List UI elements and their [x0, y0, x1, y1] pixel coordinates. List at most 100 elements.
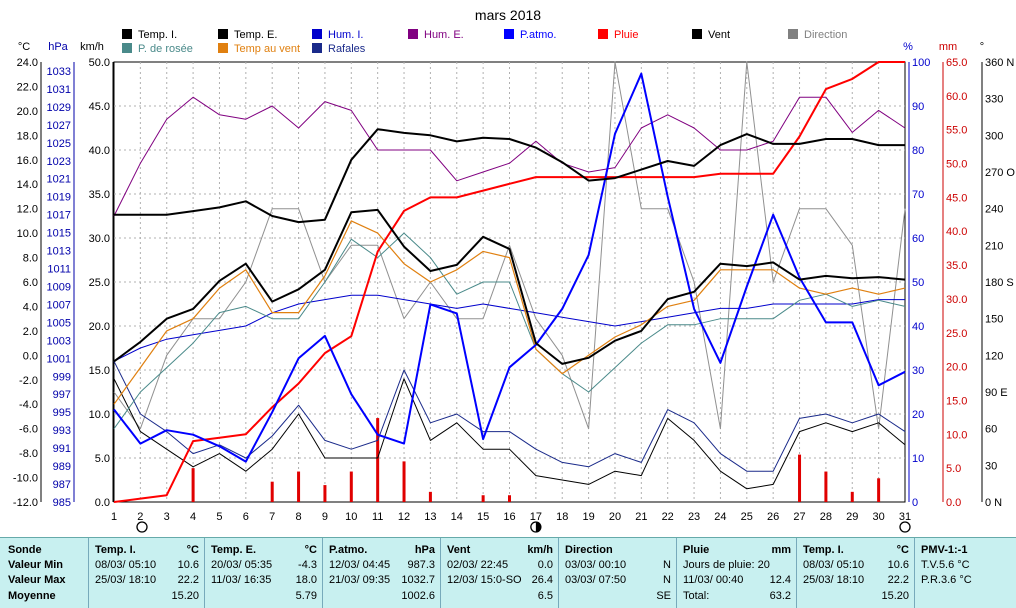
x-tick-label: 5 [216, 511, 222, 523]
stats-temp-i-2: Temp. I. °C 08/03/ 05:10 10.6 25/03/ 18:10… [796, 538, 915, 608]
legend-swatch [218, 29, 228, 39]
y-tick-label-temp: -2.0 [19, 375, 38, 387]
rain-bar [270, 481, 274, 502]
y-tick-label-temp: 12.0 [17, 204, 38, 216]
y-tick-label-temp: 6.0 [23, 277, 38, 289]
y-tick-label-wind: 0.0 [95, 497, 110, 509]
stats-label-sonde: Sonde [8, 544, 42, 556]
stat-max-date: 25/03/ 18:10 [803, 574, 865, 586]
legend-swatch [312, 29, 322, 39]
stat-min-date: 08/03/ 05:10 [95, 559, 157, 571]
stat-min-val: 10.6 [887, 559, 909, 571]
series-temp-au-vent [113, 220, 906, 405]
y-tick-label-direction: 150 [985, 314, 1003, 326]
x-tick-label: 10 [345, 511, 357, 523]
stat-avg: 5.79 [295, 590, 317, 602]
axis-unit-direction: ° [980, 41, 984, 53]
legend-label: Direction [804, 29, 847, 41]
y-tick-label-temp: -10.0 [13, 473, 38, 485]
legend-label: P. de rosée [138, 43, 193, 55]
y-tick-label-pressure: 1017 [47, 210, 71, 222]
x-tick-label: 14 [451, 511, 463, 523]
y-tick-label-pressure: 1025 [47, 138, 71, 150]
stats-temp-e: Temp. E. °C 20/03/ 05:35 -4.3 11/03/ 16:35… [204, 538, 323, 608]
series-temp-exterieure [113, 208, 906, 365]
series-humidite-interieure [113, 294, 905, 362]
series-pluie-cumulee [113, 61, 905, 503]
y-tick-label-pressure: 1001 [47, 353, 71, 365]
y-tick-label-rain: 15.0 [946, 395, 967, 407]
y-tick-label-temp: -4.0 [19, 399, 38, 411]
legend-swatch [122, 29, 132, 39]
y-tick-label-direction: 270 O [985, 167, 1015, 179]
legend-swatch [788, 29, 798, 39]
y-tick-label-direction: 60 [985, 424, 997, 436]
legend-label: Temp au vent [234, 43, 300, 55]
y-tick-label-humidity: 70 [912, 189, 924, 201]
moon-full-icon [899, 521, 911, 533]
x-tick-label: 19 [582, 511, 594, 523]
y-tick-label-temp: 16.0 [17, 155, 38, 167]
series [113, 61, 906, 503]
stats-panel: Sonde Valeur Min Valeur Max Moyenne Temp… [0, 537, 1016, 608]
stats-label-max: Valeur Max [8, 574, 66, 586]
rain-bar [850, 491, 854, 502]
stat-avg: SE [656, 590, 671, 602]
y-tick-label-humidity: 40 [912, 321, 924, 333]
y-tick-label-rain: 45.0 [946, 192, 967, 204]
series-humidite-exterieure [113, 96, 906, 217]
stat-max-date: 03/03/ 07:50 [565, 574, 627, 586]
legend-swatch [408, 29, 418, 39]
y-tick-label-humidity: 60 [912, 233, 924, 245]
x-tick-label: 25 [741, 511, 753, 523]
stat-max-val: 1032.7 [401, 574, 435, 586]
y-tick-label-temp: 22.0 [17, 81, 38, 93]
x-tick-label: 13 [424, 511, 436, 523]
y-tick-label-pressure: 1007 [47, 299, 71, 311]
y-tick-label-temp: -8.0 [19, 448, 38, 460]
y-tick-label-wind: 50.0 [89, 57, 110, 69]
stat-total-val: 63.2 [769, 590, 791, 602]
x-tick-label: 8 [296, 511, 302, 523]
x-tick-label: 26 [767, 511, 779, 523]
rain-bar [402, 461, 406, 502]
stat-min-val: 10.6 [177, 559, 199, 571]
legend: Temp. I. P. de rosée Temp. E. Temp au vent H… [122, 29, 847, 55]
rain-bar [349, 471, 353, 502]
legend-swatch [122, 43, 132, 53]
legend-swatch [692, 29, 702, 39]
y-tick-label-wind: 45.0 [89, 101, 110, 113]
x-tick-label: 16 [503, 511, 515, 523]
stat-max-val: N [663, 574, 671, 586]
rain-bar [191, 468, 195, 502]
y-tick-label-direction: 210 [985, 240, 1003, 252]
stat-title: Direction [565, 544, 613, 556]
y-tick-label-direction: 90 E [985, 387, 1008, 399]
y-tick-label-direction: 300 [985, 130, 1003, 142]
y-tick-label-pressure: 989 [53, 461, 71, 473]
moon-full-icon [136, 521, 148, 533]
rain-bar [481, 495, 485, 502]
stat-unit: °C [186, 544, 199, 556]
stat-max-val: 22.2 [177, 574, 199, 586]
x-tick-label: 6 [243, 511, 249, 523]
y-tick-label-direction: 0 N [985, 497, 1002, 509]
legend-label: P.atmo. [520, 29, 557, 41]
stats-temp-i: Temp. I. °C 08/03/ 05:10 10.6 25/03/ 18:10… [88, 538, 205, 608]
stat-min-date: 02/03/ 22:45 [447, 559, 509, 571]
y-tick-label-rain: 10.0 [946, 429, 967, 441]
stat-min-date: 03/03/ 00:10 [565, 559, 627, 571]
x-tick-label: 18 [556, 511, 568, 523]
x-tick-label: 4 [190, 511, 196, 523]
y-tick-label-rain: 30.0 [946, 294, 967, 306]
stat-max-val: 22.2 [887, 574, 909, 586]
y-tick-label-rain: 20.0 [946, 362, 967, 374]
x-tick-label: 30 [873, 511, 885, 523]
series-point-de-rosee [113, 232, 906, 429]
x-tick-label: 1 [111, 511, 117, 523]
y-tick-label-temp: 14.0 [17, 179, 38, 191]
x-tick-label: 27 [793, 511, 805, 523]
stat-unit: mm [771, 544, 791, 556]
x-tick-label: 21 [635, 511, 647, 523]
stat-total-label: Total: [683, 590, 710, 602]
